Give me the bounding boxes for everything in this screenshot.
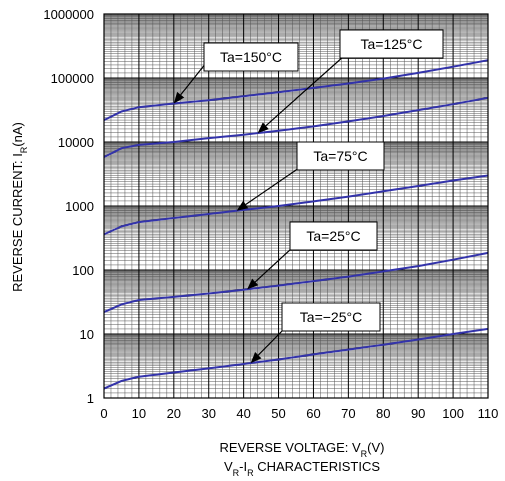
plot-frame	[103, 13, 489, 399]
series-lines	[103, 59, 489, 390]
y-axis-label: REVERSE CURRENT: IR(nA)	[10, 122, 29, 292]
annotation-label-2: Ta=75°C	[313, 148, 367, 164]
x-axis-label: REVERSE VOLTAGE: VR(V)	[220, 440, 385, 459]
annotation-arrow-0	[180, 62, 207, 96]
annotation-arrow-2	[245, 167, 300, 205]
series-line-0	[103, 59, 489, 121]
annotations: Ta=150°C Ta=125°C Ta=75°C Ta=25°C Ta=−25°C	[173, 29, 444, 364]
annotation-box-2	[296, 141, 385, 171]
x-tick-label: 80	[376, 406, 390, 421]
chart-caption: VR-IR CHARACTERISTICS	[224, 459, 380, 478]
x-tick-label: 30	[201, 406, 215, 421]
series-line-4	[103, 327, 489, 390]
y-tick-labels: 1 10 100 1000 10000 100000 1000000	[43, 7, 94, 406]
x-tick-label: 20	[167, 406, 181, 421]
annotation-arrow-1	[265, 55, 345, 127]
annotation-arrow-3	[254, 247, 293, 283]
x-tick-label: 110	[478, 406, 499, 421]
y-tick-label: 10	[80, 327, 94, 342]
x-tick-label: 60	[306, 406, 320, 421]
annotation-box-4	[281, 302, 381, 332]
series-line-3	[103, 251, 489, 314]
annotation-box-3	[289, 221, 378, 251]
annotation-arrowhead-0	[173, 92, 185, 104]
annotation-box-0	[203, 42, 299, 72]
x-tick-label: 90	[411, 406, 425, 421]
series-line-2	[103, 174, 489, 236]
annotation-arrow-4	[257, 328, 285, 356]
annotation-arrowhead-4	[250, 352, 262, 364]
y-tick-label: 1000000	[43, 7, 94, 22]
annotation-label-0: Ta=150°C	[220, 49, 282, 65]
annotation-label-4: Ta=−25°C	[300, 309, 362, 325]
annotation-arrowhead-3	[247, 278, 259, 290]
x-tick-label: 100	[442, 406, 464, 421]
annotation-label-1: Ta=125°C	[360, 36, 422, 52]
annotation-label-3: Ta=25°C	[306, 228, 360, 244]
y-tick-label: 1000	[65, 199, 94, 214]
x-tick-label: 40	[236, 406, 250, 421]
annotation-arrowhead-2	[236, 200, 249, 211]
y-tick-label: 100000	[51, 71, 94, 86]
y-tick-label: 100	[72, 263, 94, 278]
y-tick-label: 1	[87, 391, 94, 406]
x-tick-labels: 0 10 20 30 40 50 60 70 80 90 100 110	[100, 406, 498, 421]
annotation-box-1	[339, 29, 444, 59]
y-tick-label: 10000	[58, 135, 94, 150]
x-tick-label: 70	[341, 406, 355, 421]
x-tick-label: 0	[100, 406, 107, 421]
series-line-1	[103, 96, 489, 158]
x-tick-label: 10	[132, 406, 146, 421]
x-tick-label: 50	[271, 406, 285, 421]
annotation-arrowhead-1	[257, 122, 269, 134]
